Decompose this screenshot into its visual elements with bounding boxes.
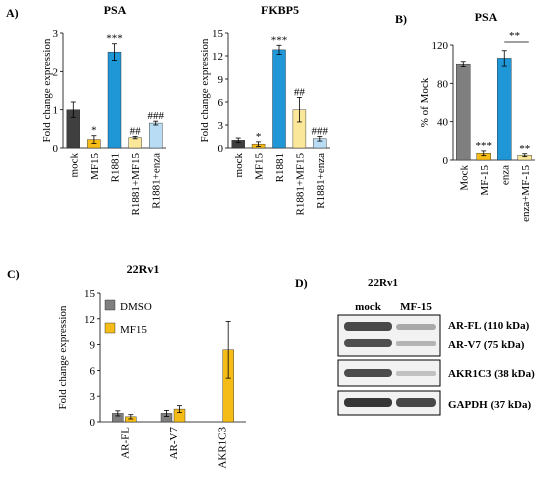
bracket-label: **: [509, 30, 520, 42]
x-tick-label: AKR1C3: [217, 427, 229, 469]
legend-label: DMSO: [120, 301, 152, 313]
x-tick-label: MF15: [254, 153, 266, 180]
chart-title: PSA: [475, 10, 498, 24]
band-ar-fl-mock: [344, 322, 392, 331]
significance-label: ##: [294, 86, 306, 98]
panel-label-a: A): [6, 6, 19, 20]
y-axis-label: Fold change expression: [41, 38, 53, 142]
y-tick-label: 2: [53, 66, 59, 78]
y-tick-label: 1: [53, 105, 59, 117]
bar-4-bar: [148, 122, 163, 149]
bar-0-bar: [456, 63, 471, 161]
significance-label: ***: [476, 140, 493, 152]
y-axis-label: Fold change expression: [57, 305, 69, 409]
blot-title: 22Rv1: [368, 277, 398, 289]
blot-label-akr1c3: AKR1C3 (38 kDa): [448, 368, 535, 380]
y-axis-label: Fold change expression: [199, 38, 211, 142]
significance-label: ***: [106, 33, 123, 45]
panel-label-b: B): [395, 12, 407, 26]
x-tick-label: R1881: [110, 153, 122, 182]
significance-label: ***: [271, 34, 288, 46]
x-tick-label: AR-V7: [168, 427, 180, 460]
bar-3-bar: [128, 137, 142, 149]
chart-title: PSA: [104, 3, 127, 17]
y-tick-label: 9: [90, 340, 96, 352]
significance-label: *: [91, 125, 97, 137]
x-tick-label: MF15: [89, 153, 101, 180]
x-tick-label: R1881+MF15: [130, 153, 142, 216]
band-ar-fl-mf15: [396, 324, 436, 330]
blot-label-ar-fl: AR-FL (110 kDa): [448, 320, 530, 332]
chart-title: FKBP5: [261, 3, 299, 17]
panel-label-c: C): [7, 267, 20, 281]
y-axis-label: % of Mock: [419, 77, 431, 127]
x-tick-label: Mock: [458, 165, 470, 191]
x-tick-label: MF-15: [479, 165, 491, 196]
y-tick-label: 40: [437, 117, 449, 129]
x-tick-label: R1881+enza: [315, 153, 327, 209]
significance-label: ###: [312, 126, 329, 138]
significance-label: ###: [147, 110, 164, 122]
band-akr1c3-mock: [344, 369, 392, 377]
panel-label-d: D): [295, 276, 308, 290]
y-tick-label: 80: [437, 78, 449, 90]
western-blot: 22Rv1 mock MF-15 AR-FL (110 kDa) AR-V7 (…: [337, 277, 535, 416]
y-tick-label: 6: [90, 365, 96, 377]
blot-lane-mf15: MF-15: [400, 301, 432, 313]
y-tick-label: 0: [443, 155, 449, 167]
22rv1-fold-change-chart: 22Rv1 Fold change expression 0 3 6 9 12 15 AR-FL…: [57, 262, 246, 469]
y-tick-label: 15: [212, 28, 224, 40]
x-tick-label: R1881+enza: [151, 153, 163, 209]
y-tick-label: 0: [90, 417, 96, 429]
bar-2-bar: [107, 51, 122, 149]
legend-swatch: [104, 299, 116, 311]
x-tick-label: AR-FL: [119, 427, 131, 459]
y-tick-label: 12: [84, 314, 95, 326]
psa-percent-mock-chart: PSA % of Mock 0 40 80 120 Mock MF-15 enza enza+MF…: [419, 10, 535, 222]
x-tick-label: enza+MF-15: [520, 165, 532, 222]
band-ar-v7-mf15: [396, 341, 436, 346]
y-tick-label: 12: [212, 51, 223, 63]
blot-label-ar-v7: AR-V7 (75 kDa): [448, 339, 525, 351]
y-tick-label: 3: [53, 28, 59, 40]
band-ar-v7-mock: [344, 339, 392, 347]
band-gapdh-mf15: [396, 398, 436, 407]
blot-box-ar: [337, 314, 441, 357]
y-tick-label: 0: [53, 143, 59, 155]
bar-2-bar: [272, 49, 286, 149]
y-tick-label: 6: [218, 97, 224, 109]
x-tick-label: mock: [68, 153, 80, 178]
y-tick-label: 15: [84, 288, 96, 300]
y-tick-label: 3: [90, 391, 96, 403]
y-tick-label: 3: [218, 120, 224, 132]
chart-title: 22Rv1: [127, 262, 160, 276]
band-gapdh-mock: [344, 398, 392, 407]
y-tick-label: 120: [432, 40, 449, 52]
significance-label: **: [519, 143, 530, 155]
legend-label: MF15: [120, 324, 147, 336]
y-tick-label: 0: [218, 143, 224, 155]
significance-label: ##: [130, 126, 142, 138]
legend-swatch: [104, 322, 116, 334]
x-tick-label: mock: [233, 153, 245, 178]
significance-label: *: [256, 131, 262, 143]
blot-label-gapdh: GAPDH (37 kDa): [448, 399, 531, 411]
blot-lane-mock: mock: [355, 301, 382, 313]
x-tick-label: enza: [499, 165, 511, 185]
fkbp5-fold-change-chart: FKBP5 Fold change expression 0 3 6 9 12 15 mock M…: [199, 3, 330, 215]
y-tick-label: 9: [218, 74, 224, 86]
x-tick-label: R1881: [274, 153, 286, 182]
bar-2-bar: [497, 58, 512, 161]
band-akr1c3-mf15: [396, 371, 436, 376]
x-tick-label: R1881+MF15: [294, 153, 306, 216]
